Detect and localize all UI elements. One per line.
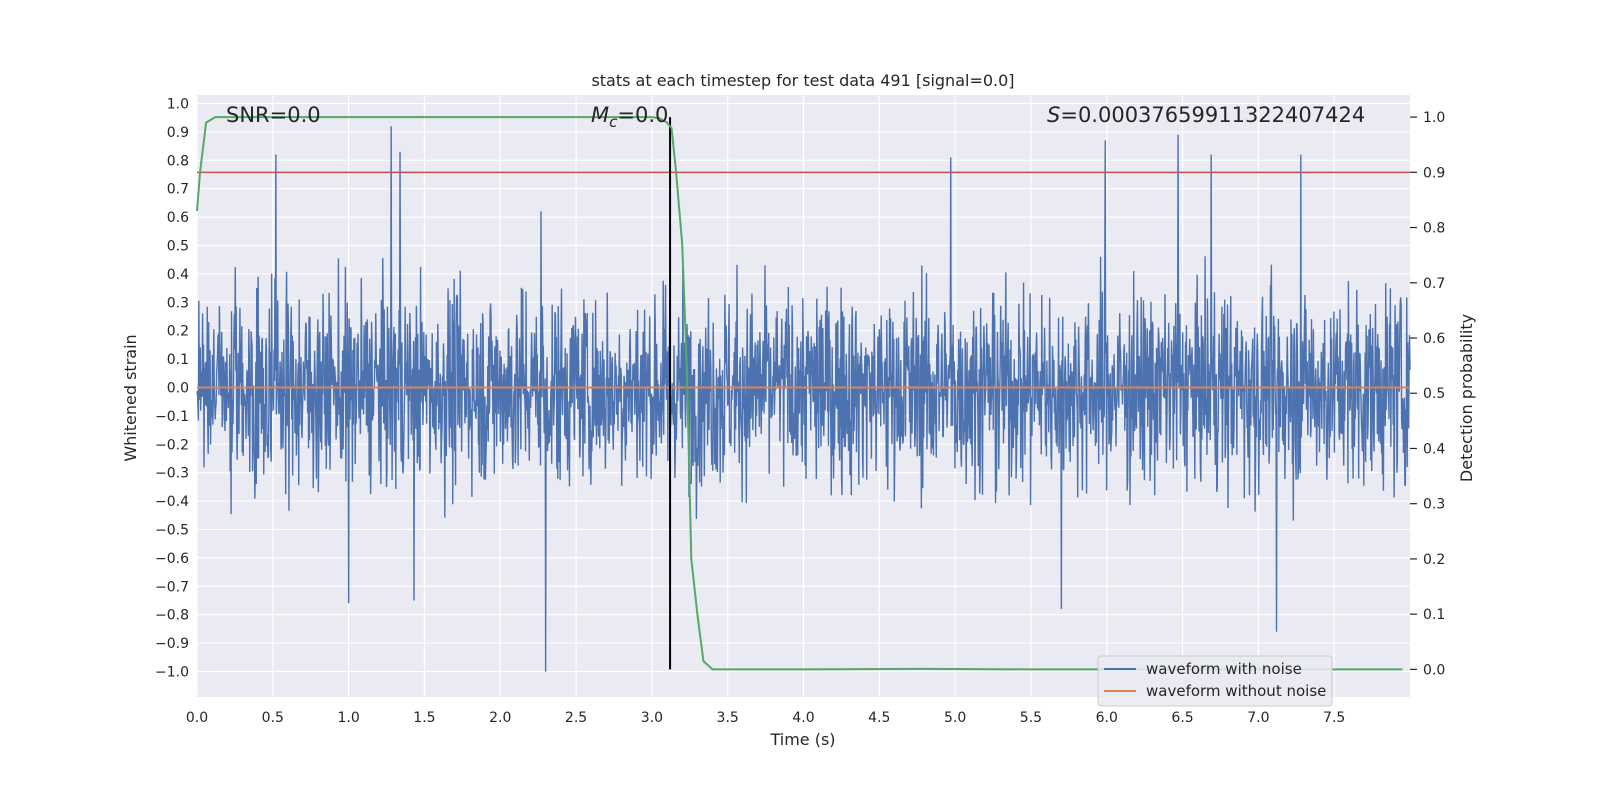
y-left-tick-label: 0.6 (167, 210, 189, 226)
legend-label-noise: waveform with noise (1146, 660, 1302, 678)
x-tick-label: 3.0 (641, 710, 663, 726)
y-right-axis-ticks: 1.0 0.9 0.8 0.7 0.6 0.5 0.4 0.3 0.2 0.1 0.0 (1410, 110, 1445, 678)
y-left-tick-label: 0.1 (167, 352, 189, 368)
x-tick-label: 1.5 (413, 710, 435, 726)
x-tick-label: 7.5 (1323, 710, 1345, 726)
x-tick-label: 2.5 (565, 710, 587, 726)
series-detection-probability (196, 116, 1403, 671)
y-right-tick-label: 0.6 (1423, 331, 1445, 347)
x-tick-label: 5.0 (944, 710, 966, 726)
x-tick-label: 2.0 (489, 710, 511, 726)
y-right-tick-label: 0.9 (1423, 165, 1445, 181)
y-left-tick-label: −0.6 (155, 551, 189, 567)
y-right-tick-label: 0.8 (1423, 221, 1445, 237)
legend-box (1097, 655, 1333, 707)
y-left-tick-label: −0.3 (155, 466, 189, 482)
noise-trace (196, 126, 1411, 672)
snr-annotation: SNR=0.0 (226, 103, 321, 127)
mc-symbol: M (591, 103, 609, 127)
y-left-tick-label: 1.0 (167, 97, 189, 113)
x-tick-label: 4.5 (868, 710, 890, 726)
series-waveform-with-noise (196, 126, 1411, 672)
y-left-tick-label: −0.7 (155, 579, 189, 595)
y-left-axis-ticks: 1.0 0.9 0.8 0.7 0.6 0.5 0.4 0.3 0.2 0.1 0.0 −0.1 −0.… (155, 97, 189, 681)
x-tick-label: 1.0 (337, 710, 359, 726)
y-left-tick-label: −0.8 (155, 608, 189, 624)
y-left-tick-label: −0.2 (155, 437, 189, 453)
x-tick-label: 6.0 (1096, 710, 1118, 726)
y-left-tick-label: 0.7 (167, 182, 189, 198)
x-tick-label: 6.5 (1171, 710, 1193, 726)
mc-subscript: c (609, 113, 618, 131)
s-annotation: S=0.00037659911322407424 (1047, 103, 1365, 127)
legend: waveform with noise waveform without noi… (1097, 655, 1333, 707)
chart-title: stats at each timestep for test data 491… (591, 71, 1014, 90)
y-left-tick-label: 0.4 (167, 267, 189, 283)
y-left-tick-label: 0.9 (167, 125, 189, 141)
y-left-tick-label: 0.3 (167, 295, 189, 311)
y-left-tick-label: −1.0 (155, 664, 189, 680)
y-right-axis-label: Detection probability (1457, 314, 1476, 482)
mc-annotation: Mc=0.0 (591, 103, 668, 131)
x-tick-label: 4.0 (792, 710, 814, 726)
y-right-tick-label: 1.0 (1423, 110, 1445, 126)
x-axis-label: Time (s) (769, 730, 835, 749)
y-left-tick-label: 0.2 (167, 324, 189, 340)
y-right-tick-label: 0.7 (1423, 276, 1445, 292)
mc-value: =0.0 (617, 103, 668, 127)
y-left-tick-label: −0.4 (155, 494, 189, 510)
legend-label-clean: waveform without noise (1146, 682, 1326, 700)
x-tick-label: 0.0 (186, 710, 208, 726)
y-left-tick-label: 0.5 (167, 239, 189, 255)
y-left-tick-label: 0.0 (167, 380, 189, 396)
y-right-tick-label: 0.5 (1423, 386, 1445, 402)
y-right-tick-label: 0.0 (1423, 662, 1445, 678)
y-right-tick-label: 0.4 (1423, 441, 1445, 457)
s-value: =0.00037659911322407424 (1060, 103, 1365, 127)
s-symbol: S (1047, 103, 1060, 127)
x-axis-ticks: 0.0 0.5 1.0 1.5 2.0 2.5 3.0 3.5 4.0 4.5 5.0 5.5 6.0 6… (186, 710, 1345, 726)
y-left-tick-label: 0.8 (167, 153, 189, 169)
y-left-tick-label: −0.1 (155, 409, 189, 425)
x-tick-label: 5.5 (1020, 710, 1042, 726)
y-right-tick-label: 0.3 (1423, 497, 1445, 513)
y-left-tick-label: −0.9 (155, 636, 189, 652)
y-right-tick-label: 0.1 (1423, 607, 1445, 623)
y-left-axis-label: Whitened strain (121, 334, 140, 461)
x-tick-label: 0.5 (262, 710, 284, 726)
x-tick-label: 7.0 (1247, 710, 1269, 726)
y-right-tick-label: 0.2 (1423, 552, 1445, 568)
x-tick-label: 3.5 (717, 710, 739, 726)
y-left-tick-label: −0.5 (155, 522, 189, 538)
